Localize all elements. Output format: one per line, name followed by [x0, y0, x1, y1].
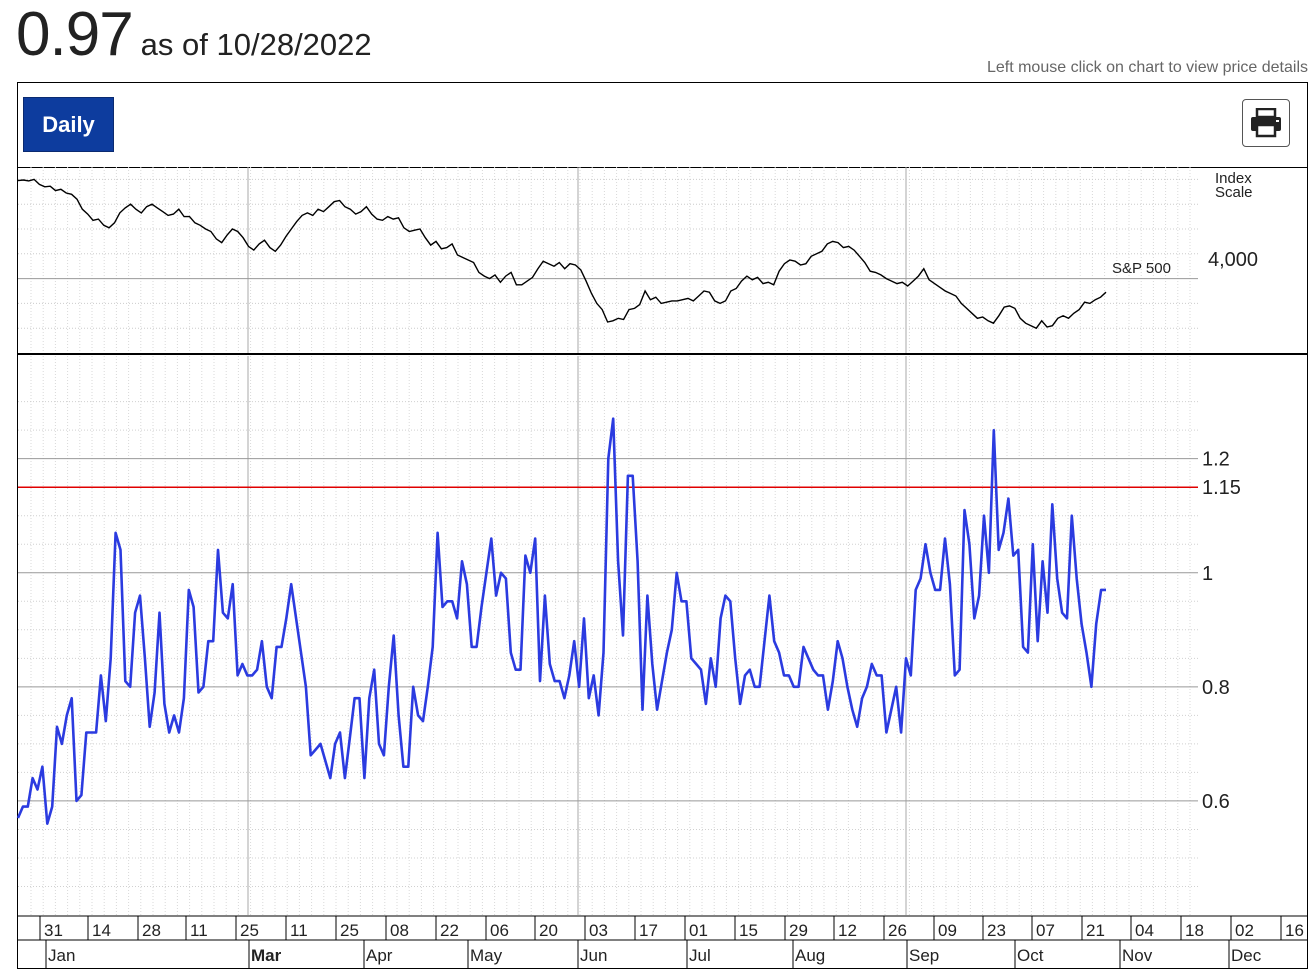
- chart-frame[interactable]: Daily: [17, 82, 1308, 969]
- headline: 0.97 as of 10/28/2022: [16, 0, 372, 70]
- daily-button[interactable]: Daily: [23, 97, 114, 152]
- printer-icon: [1251, 108, 1281, 138]
- current-value: 0.97: [16, 0, 134, 69]
- chart-toolbar: Daily: [18, 83, 1307, 168]
- as-of-date: as of 10/28/2022: [140, 27, 372, 62]
- print-button[interactable]: [1242, 99, 1290, 147]
- chart-hint: Left mouse click on chart to view price …: [986, 59, 1308, 76]
